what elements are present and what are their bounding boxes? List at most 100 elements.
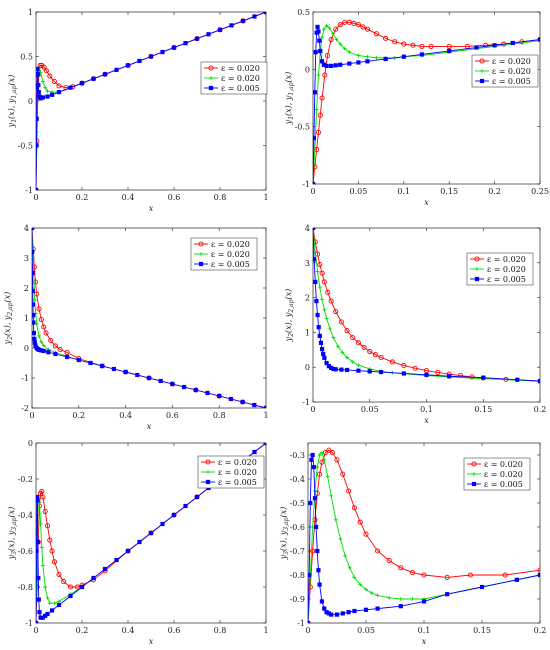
data-point	[328, 298, 334, 304]
legend-marker	[471, 461, 477, 467]
data-point	[229, 23, 234, 28]
plot-frame	[312, 11, 541, 185]
data-point	[311, 464, 316, 470]
data-point	[324, 53, 331, 59]
data-point	[308, 572, 312, 578]
x-tick-label: 0.6	[168, 193, 181, 202]
y-tick-label: -0.5	[18, 142, 33, 151]
data-point	[45, 94, 50, 99]
data-point	[386, 558, 392, 564]
y-tick-label: 4	[305, 224, 310, 233]
data-point	[205, 390, 210, 396]
legend-marker	[206, 470, 210, 474]
data-point	[32, 249, 35, 255]
data-point	[435, 369, 441, 375]
data-point	[61, 579, 67, 585]
data-point	[123, 369, 128, 375]
y-tick-label: 4	[24, 224, 29, 233]
data-point	[351, 20, 357, 27]
legend-entry: ε = 0.005	[484, 480, 523, 489]
data-point	[38, 316, 44, 323]
series-3	[32, 228, 266, 408]
data-point	[32, 298, 37, 302]
data-point	[421, 599, 427, 604]
data-point	[252, 402, 257, 408]
data-point	[327, 26, 332, 30]
data-point	[41, 79, 45, 84]
data-point	[333, 26, 339, 32]
data-point	[344, 367, 350, 373]
x-axis-label: x	[424, 416, 429, 425]
x-tick-label: 0	[305, 626, 310, 635]
data-point	[363, 531, 369, 537]
data-point	[515, 377, 520, 382]
data-point	[410, 597, 415, 601]
data-point	[315, 548, 320, 554]
data-point	[315, 312, 320, 318]
legend-marker	[474, 256, 480, 262]
data-point	[314, 107, 319, 112]
data-point	[228, 396, 234, 402]
data-point	[317, 471, 323, 477]
data-point	[56, 90, 62, 95]
y-tick-label: -1	[302, 180, 310, 189]
series-1	[308, 447, 540, 623]
data-point	[49, 608, 55, 613]
data-point	[374, 55, 379, 60]
x-tick-label: 0.6	[166, 411, 179, 420]
subplot-5: 0 0.2 0.4 0.6 0.8 1 -1 -0.8 -0.6 -0.4 -0.2 0 x y3(x),…	[7, 439, 269, 646]
data-point	[41, 64, 47, 70]
data-point	[474, 45, 479, 50]
data-point	[194, 36, 200, 41]
x-axis-label: x	[424, 198, 429, 207]
data-point	[346, 610, 351, 615]
data-point	[111, 366, 116, 372]
legend-marker	[198, 241, 204, 247]
data-point	[334, 457, 340, 463]
data-point	[36, 539, 40, 545]
data-point	[328, 36, 334, 43]
series-3	[313, 228, 540, 384]
data-point	[316, 325, 321, 330]
x-tick-label: 0	[29, 411, 34, 420]
data-point	[148, 530, 154, 536]
data-point	[322, 457, 327, 462]
data-point	[36, 82, 41, 88]
y-tick-label: -0.4	[290, 475, 305, 484]
y-tick-label: 2	[305, 294, 310, 303]
data-point	[329, 63, 334, 68]
data-point	[313, 181, 316, 184]
y-tick-label: 1	[28, 8, 33, 17]
x-tick-label: 0.15	[474, 405, 492, 414]
data-point	[328, 327, 332, 331]
series-3	[36, 443, 266, 623]
data-point	[39, 340, 44, 344]
y-tick-label: -0.3	[290, 451, 305, 460]
series-line	[313, 228, 540, 382]
x-tick-label: 1	[263, 193, 268, 202]
y-axis-label: y1(x), y1,ap(x)	[7, 75, 18, 129]
y-axis-label: y3(x), y3,ap(x)	[7, 507, 18, 561]
data-point	[36, 187, 39, 190]
data-point	[36, 72, 40, 77]
data-point	[356, 53, 361, 58]
data-point	[263, 405, 266, 408]
data-point	[36, 143, 39, 148]
data-point	[514, 577, 519, 582]
data-point	[317, 38, 322, 43]
data-point	[37, 334, 41, 338]
data-point	[41, 348, 46, 354]
legend-marker	[205, 479, 211, 485]
y-tick-label: -2	[21, 404, 29, 413]
data-point	[322, 606, 327, 611]
data-point	[409, 570, 415, 576]
data-point	[336, 344, 340, 349]
y-tick-label: 0.5	[297, 8, 310, 17]
data-point	[36, 66, 40, 72]
data-point	[52, 343, 58, 349]
y-tick-label: -1	[25, 186, 33, 195]
data-point	[375, 548, 381, 554]
legend-marker	[479, 78, 485, 84]
